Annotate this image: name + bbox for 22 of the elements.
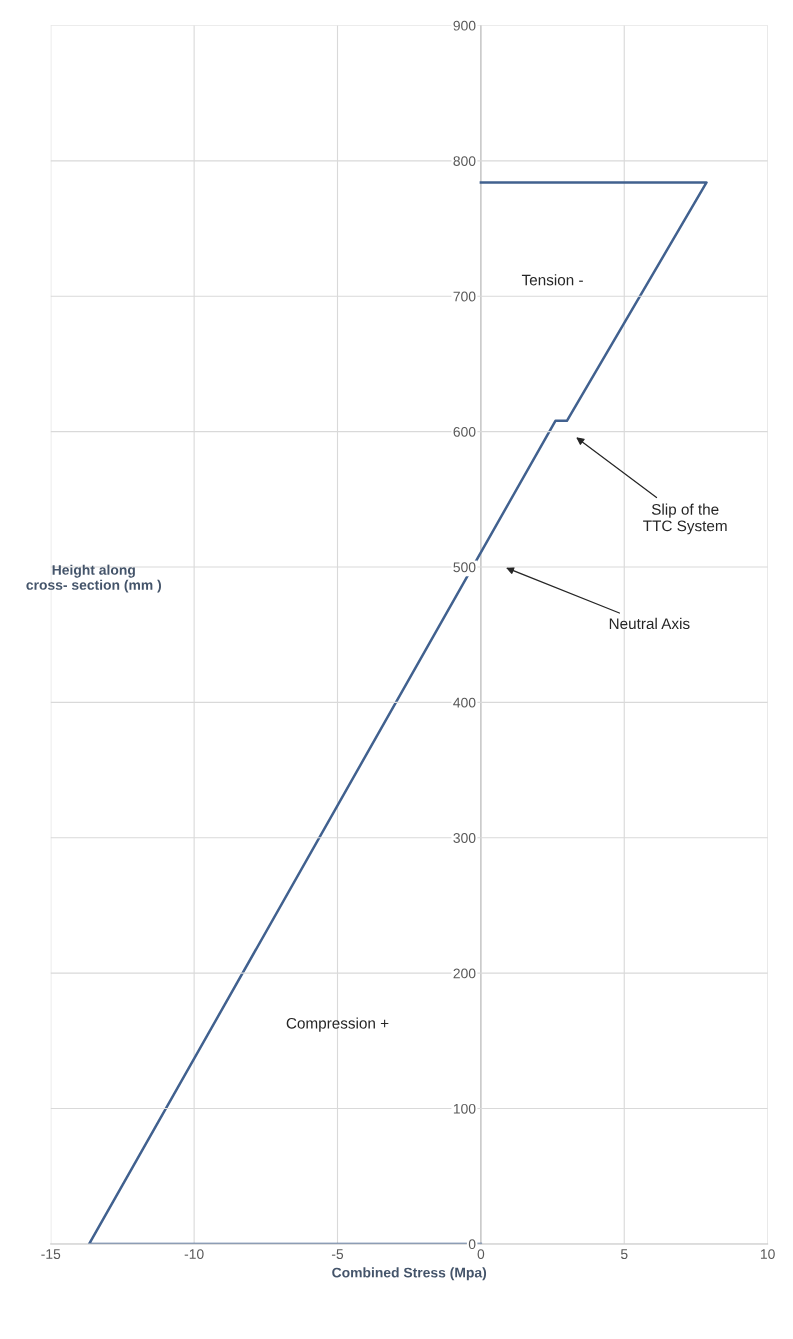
annotation: Compression + bbox=[286, 1017, 389, 1032]
y-tick-label: 200 bbox=[453, 968, 476, 979]
y-tick-label: 100 bbox=[453, 1103, 476, 1114]
y-tick-label: 300 bbox=[453, 833, 476, 843]
annotation: Slip of the TTC System bbox=[643, 503, 727, 535]
y-axis-title: Height along cross- section (mm ) bbox=[26, 564, 161, 593]
x-tick-label: -15 bbox=[41, 1249, 61, 1259]
x-tick-label: 5 bbox=[620, 1249, 628, 1259]
y-tick-label: 900 bbox=[453, 20, 476, 31]
x-tick-label: -10 bbox=[184, 1249, 204, 1259]
y-tick-label: 800 bbox=[453, 156, 476, 166]
y-tick-label: 400 bbox=[453, 697, 476, 708]
y-tick-label: 700 bbox=[453, 291, 476, 302]
annotation: Neutral Axis bbox=[609, 617, 690, 630]
y-tick-label: 0 bbox=[468, 1239, 476, 1250]
x-tick-label: 10 bbox=[760, 1249, 775, 1259]
x-tick-label: 0 bbox=[477, 1249, 485, 1259]
x-axis-title: Combined Stress (Mpa) bbox=[332, 1267, 487, 1281]
annotation: Tension - bbox=[521, 274, 583, 286]
y-tick-label: 500 bbox=[453, 562, 476, 573]
x-tick-label: -5 bbox=[331, 1249, 344, 1259]
y-tick-label: 600 bbox=[453, 426, 476, 437]
